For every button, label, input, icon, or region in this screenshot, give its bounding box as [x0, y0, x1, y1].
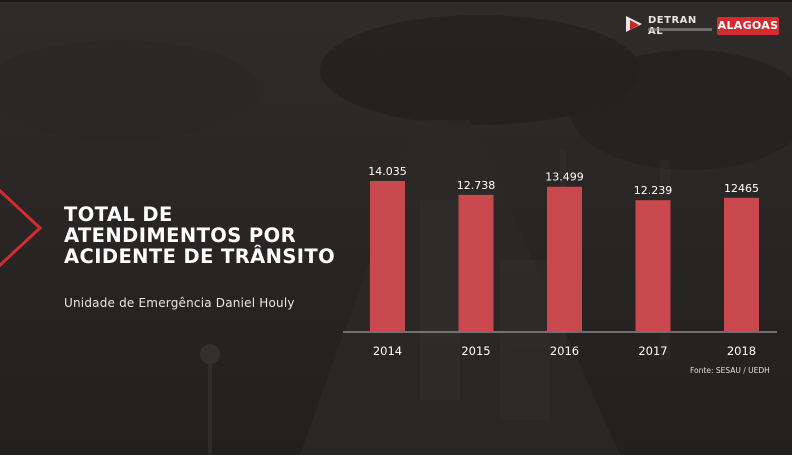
bar-chart: 14.035 2014 12.738 2015 13.499 2016 12.239 2017…: [343, 165, 777, 358]
bar-2015: [458, 194, 494, 331]
title-line: TOTAL DE: [64, 203, 173, 226]
source-note: Fonte: SESAU / UEDH: [690, 366, 770, 375]
title-line: ATENDIMENTOS POR: [64, 224, 297, 247]
red-chevron-icon: [0, 188, 43, 268]
detran-logo-text: DETRAN AL: [648, 15, 697, 37]
detran-logo-tagline: [648, 28, 712, 31]
x-tick-label-2016: 2016: [550, 344, 579, 358]
detran-logo-icon-inner: [630, 20, 639, 30]
x-tick-label-2014: 2014: [373, 344, 402, 358]
slide-subtitle: Unidade de Emergência Daniel Houly: [64, 296, 295, 310]
data-label-2015: 12.738: [457, 179, 496, 192]
bar-2016: [547, 186, 582, 331]
data-label-2017: 12.239: [634, 184, 673, 197]
slide-title: TOTAL DE ATENDIMENTOS POR ACIDENTE DE TR…: [64, 204, 354, 267]
title-line: ACIDENTE DE TRÂNSITO: [64, 245, 336, 268]
detran-logo: DETRAN AL: [626, 14, 714, 37]
x-tick-label-2018: 2018: [727, 344, 756, 358]
top-border: [0, 0, 792, 2]
x-tick-label-2017: 2017: [638, 344, 667, 358]
alagoas-logo: ALAGOAS: [717, 17, 779, 35]
data-label-2014: 14.035: [368, 165, 407, 178]
bar-2014: [370, 181, 405, 331]
data-label-2016: 13.499: [545, 171, 584, 184]
data-label-2018: 12465: [724, 182, 759, 195]
bar-2018: [724, 197, 759, 331]
bar-2017: [635, 200, 671, 331]
x-tick-label-2015: 2015: [461, 344, 490, 358]
